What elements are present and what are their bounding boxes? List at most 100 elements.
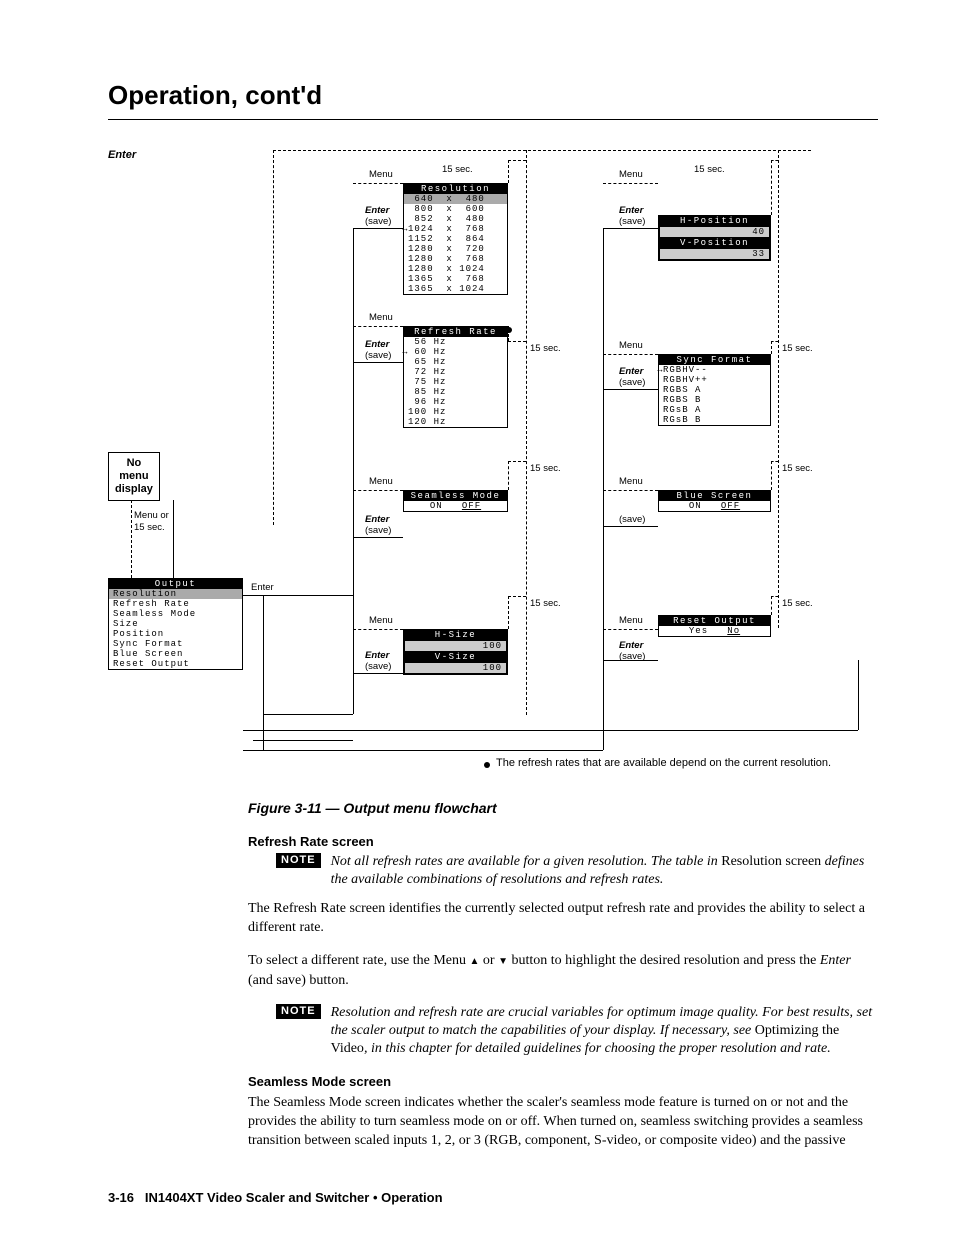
note-text: Resolution and refresh rate are crucial … [331, 1004, 878, 1058]
menu-label: Menu [619, 169, 643, 180]
menu-header: Refresh Rate [404, 327, 507, 337]
body-paragraph: The Refresh Rate screen identifies the c… [248, 899, 878, 937]
menu-item: 1280 x 1024 [404, 264, 507, 274]
enter-label: Enter [619, 205, 643, 216]
menu-item: Refresh Rate [109, 599, 242, 609]
timeout-label: 15 sec. [694, 164, 725, 175]
menu-item: 1365 x 1024 [404, 284, 507, 294]
menu-item: 1280 x 720 [404, 244, 507, 254]
menu-item: 85 Hz [404, 387, 507, 397]
menu-item: Seamless Mode [109, 609, 242, 619]
note-block: NOTE Resolution and refresh rate are cru… [276, 1004, 878, 1058]
body-paragraph: To select a different rate, use the Menu… [248, 951, 878, 990]
menu-item: →1024 x 768 [404, 224, 507, 234]
resolution-menu: Resolution 640 x 480 800 x 600 852 x 480… [403, 183, 508, 295]
menu-item: 65 Hz [404, 357, 507, 367]
refresh-rate-heading: Refresh Rate screen [248, 834, 878, 849]
menu-item: RGBS B [659, 395, 770, 405]
note-block: NOTE Not all refresh rates are available… [276, 853, 878, 889]
title-rule [108, 119, 878, 120]
menu-header: Sync Format [659, 355, 770, 365]
menu-item: Position [109, 629, 242, 639]
save-label: (save) [365, 525, 391, 536]
menu-item: 640 x 480 [404, 194, 507, 204]
down-triangle-icon: ▼ [498, 956, 508, 967]
menu-item: Reset Output [109, 659, 242, 669]
menu-value: 40 [659, 226, 770, 238]
page-title: Operation, cont'd [108, 80, 878, 111]
menu-label: Menu [369, 312, 393, 323]
menu-label: Menu [369, 169, 393, 180]
no-menu-display-box: No menu display [108, 452, 160, 501]
note-badge: NOTE [276, 1004, 321, 1019]
menu-header: H-Size [404, 630, 507, 640]
blue-menu: Blue Screen ON OFF [658, 490, 771, 512]
footnote-marker-icon [506, 327, 512, 333]
enter-label: Enter [365, 650, 389, 661]
menu-item: 56 Hz [404, 337, 507, 347]
menu-item: 72 Hz [404, 367, 507, 377]
menu-header: H-Position [659, 216, 770, 226]
enter-label: Enter [365, 205, 389, 216]
seamless-menu: Seamless Mode ON OFF [403, 490, 508, 512]
menu-item: Blue Screen [109, 649, 242, 659]
figure-caption: Figure 3-11 — Output menu flowchart [248, 800, 878, 816]
enter-label: Enter [365, 339, 389, 350]
seamless-heading: Seamless Mode screen [248, 1074, 878, 1089]
menu-header: Reset Output [659, 616, 770, 626]
menu-value: 100 [404, 662, 507, 674]
menu-item: RGsB A [659, 405, 770, 415]
menu-label: Menu [369, 476, 393, 487]
menu-item: Sync Format [109, 639, 242, 649]
menu-item: 852 x 480 [404, 214, 507, 224]
enter-label-plain: Enter [251, 582, 274, 593]
fifteen-label: 15 sec. [134, 522, 165, 533]
page-footer: 3-16 IN1404XT Video Scaler and Switcher … [108, 1190, 443, 1205]
flowchart-diagram: 15 sec. 15 sec. Menu Resolution 640 x 48… [108, 150, 878, 770]
save-label: (save) [619, 216, 645, 227]
menu-label: Menu [619, 340, 643, 351]
menu-label: Menu [369, 615, 393, 626]
menu-options: ON OFF [404, 501, 507, 511]
menu-value: 33 [659, 248, 770, 260]
note-text: Not all refresh rates are available for … [331, 853, 878, 889]
enter-label: Enter [619, 640, 643, 651]
up-triangle-icon: ▲ [470, 956, 480, 967]
menu-header: Output [109, 579, 242, 589]
menu-options: ON OFF [659, 501, 770, 511]
menu-item: 1152 x 864 [404, 234, 507, 244]
save-label: (save) [365, 216, 391, 227]
menu-value: 100 [404, 640, 507, 652]
menu-item: → 60 Hz [404, 347, 507, 357]
body-paragraph: The Seamless Mode screen indicates wheth… [248, 1093, 878, 1150]
menu-header: V-Position [659, 238, 770, 248]
enter-label: Enter [365, 514, 389, 525]
menu-header: Seamless Mode [404, 491, 507, 501]
reset-menu: Reset Output Yes No [658, 615, 771, 637]
timeout-label: 15 sec. [782, 463, 813, 474]
menu-header: V-Size [404, 652, 507, 662]
timeout-label: 15 sec. [782, 598, 813, 609]
position-menu: H-Position 40 V-Position 33 [658, 215, 771, 261]
enter-label: Enter [108, 150, 136, 161]
timeout-label: 15 sec. [530, 463, 561, 474]
menu-item: Size [109, 619, 242, 629]
menu-item: 1280 x 768 [404, 254, 507, 264]
footnote-marker-icon [484, 762, 490, 768]
save-label: (save) [365, 661, 391, 672]
menu-item: RGBS A [659, 385, 770, 395]
menu-item: RGBHV++ [659, 375, 770, 385]
menu-item: 120 Hz [404, 417, 507, 427]
timeout-label: 15 sec. [530, 598, 561, 609]
menu-item: 100 Hz [404, 407, 507, 417]
menu-header: Resolution [404, 184, 507, 194]
timeout-label: 15 sec. [782, 343, 813, 354]
timeout-label: 15 sec. [530, 343, 561, 354]
menu-or-label: Menu or [134, 510, 169, 521]
footnote-text: The refresh rates that are available dep… [496, 758, 831, 769]
note-badge: NOTE [276, 853, 321, 868]
save-label: (save) [365, 350, 391, 361]
sync-menu: Sync Format →RGBHV-- RGBHV++ RGBS A RGBS… [658, 354, 771, 426]
save-label: (save) [619, 377, 645, 388]
menu-item: 75 Hz [404, 377, 507, 387]
